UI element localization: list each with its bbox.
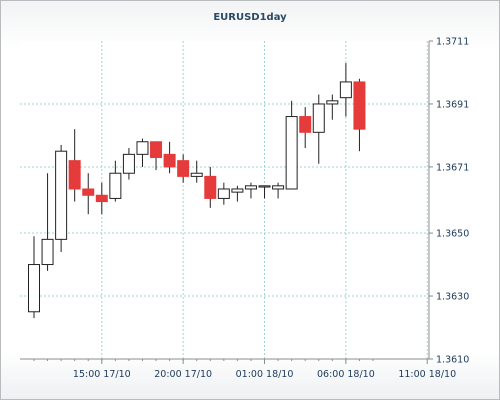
candle-down bbox=[95, 182, 108, 215]
candle-body bbox=[109, 172, 122, 199]
candle-body bbox=[177, 160, 190, 177]
x-tick-label: 11:00 18/10 bbox=[398, 369, 456, 380]
candle-down bbox=[204, 166, 217, 208]
y-tick-label: 1.3691 bbox=[436, 99, 469, 110]
candle-down bbox=[82, 173, 95, 215]
candle-body bbox=[231, 188, 244, 193]
candles bbox=[28, 63, 366, 319]
candle-up bbox=[285, 100, 298, 190]
candle-body bbox=[299, 116, 312, 133]
candle-body bbox=[258, 185, 271, 188]
candle-body bbox=[204, 175, 217, 199]
x-tick-label: 01:00 18/10 bbox=[236, 369, 294, 380]
candle-body bbox=[41, 238, 54, 266]
candle-body bbox=[190, 172, 203, 177]
candle-body bbox=[217, 188, 230, 199]
candle-body bbox=[285, 116, 298, 190]
candle-up bbox=[326, 94, 339, 120]
candle-up bbox=[312, 94, 325, 164]
candle-body bbox=[163, 153, 176, 168]
candle-up bbox=[272, 182, 285, 199]
y-tick-label: 1.3630 bbox=[436, 292, 469, 303]
candle-down bbox=[353, 78, 366, 152]
candle-down bbox=[68, 129, 81, 202]
candle-up bbox=[244, 182, 257, 199]
candle-up bbox=[109, 160, 122, 202]
candle-down bbox=[150, 141, 163, 171]
candle-down bbox=[177, 154, 190, 183]
y-axis-labels: 1.3610 1.3630 1.3650 1.3671 1.3691 1.3711 bbox=[436, 37, 469, 366]
axes bbox=[20, 40, 433, 364]
plot-area bbox=[20, 41, 429, 359]
x-tick-label: 06:00 18/10 bbox=[317, 369, 375, 380]
candle-body bbox=[353, 81, 366, 130]
candle-body bbox=[68, 160, 81, 190]
candle-body bbox=[55, 150, 68, 240]
candle-body bbox=[312, 103, 325, 133]
candle-body bbox=[28, 264, 40, 313]
candle-up bbox=[231, 185, 244, 202]
y-tick-label: 1.3671 bbox=[436, 162, 469, 173]
candle-body bbox=[82, 188, 95, 196]
candle-up bbox=[339, 63, 352, 117]
candle-body bbox=[122, 153, 135, 174]
candle-body bbox=[150, 141, 163, 158]
candle-body bbox=[272, 185, 285, 190]
candle-body bbox=[95, 194, 108, 203]
candle-body bbox=[339, 81, 352, 99]
candle-down bbox=[163, 141, 176, 174]
candle-up bbox=[136, 138, 149, 167]
candle-down bbox=[299, 107, 312, 149]
candle-up bbox=[217, 182, 230, 205]
y-tick-label: 1.3610 bbox=[436, 355, 469, 366]
candle-body bbox=[244, 185, 257, 190]
x-tick-label: 20:00 17/10 bbox=[154, 369, 212, 380]
candle-up bbox=[41, 173, 54, 271]
y-tick-label: 1.3711 bbox=[436, 37, 469, 48]
chart-title: EURUSD1day bbox=[213, 12, 287, 23]
candle-up bbox=[28, 236, 40, 319]
candle-up bbox=[190, 160, 203, 183]
candle-body bbox=[136, 141, 149, 155]
x-axis-labels: 15:00 17/10 20:00 17/10 01:00 18/10 06:00 1… bbox=[73, 369, 456, 380]
x-tick-label: 15:00 17/10 bbox=[73, 369, 131, 380]
candle-up bbox=[258, 185, 271, 199]
candle-up bbox=[122, 148, 135, 180]
candle-up bbox=[55, 144, 68, 252]
candle-body bbox=[326, 100, 339, 105]
y-tick-label: 1.3650 bbox=[436, 229, 469, 240]
